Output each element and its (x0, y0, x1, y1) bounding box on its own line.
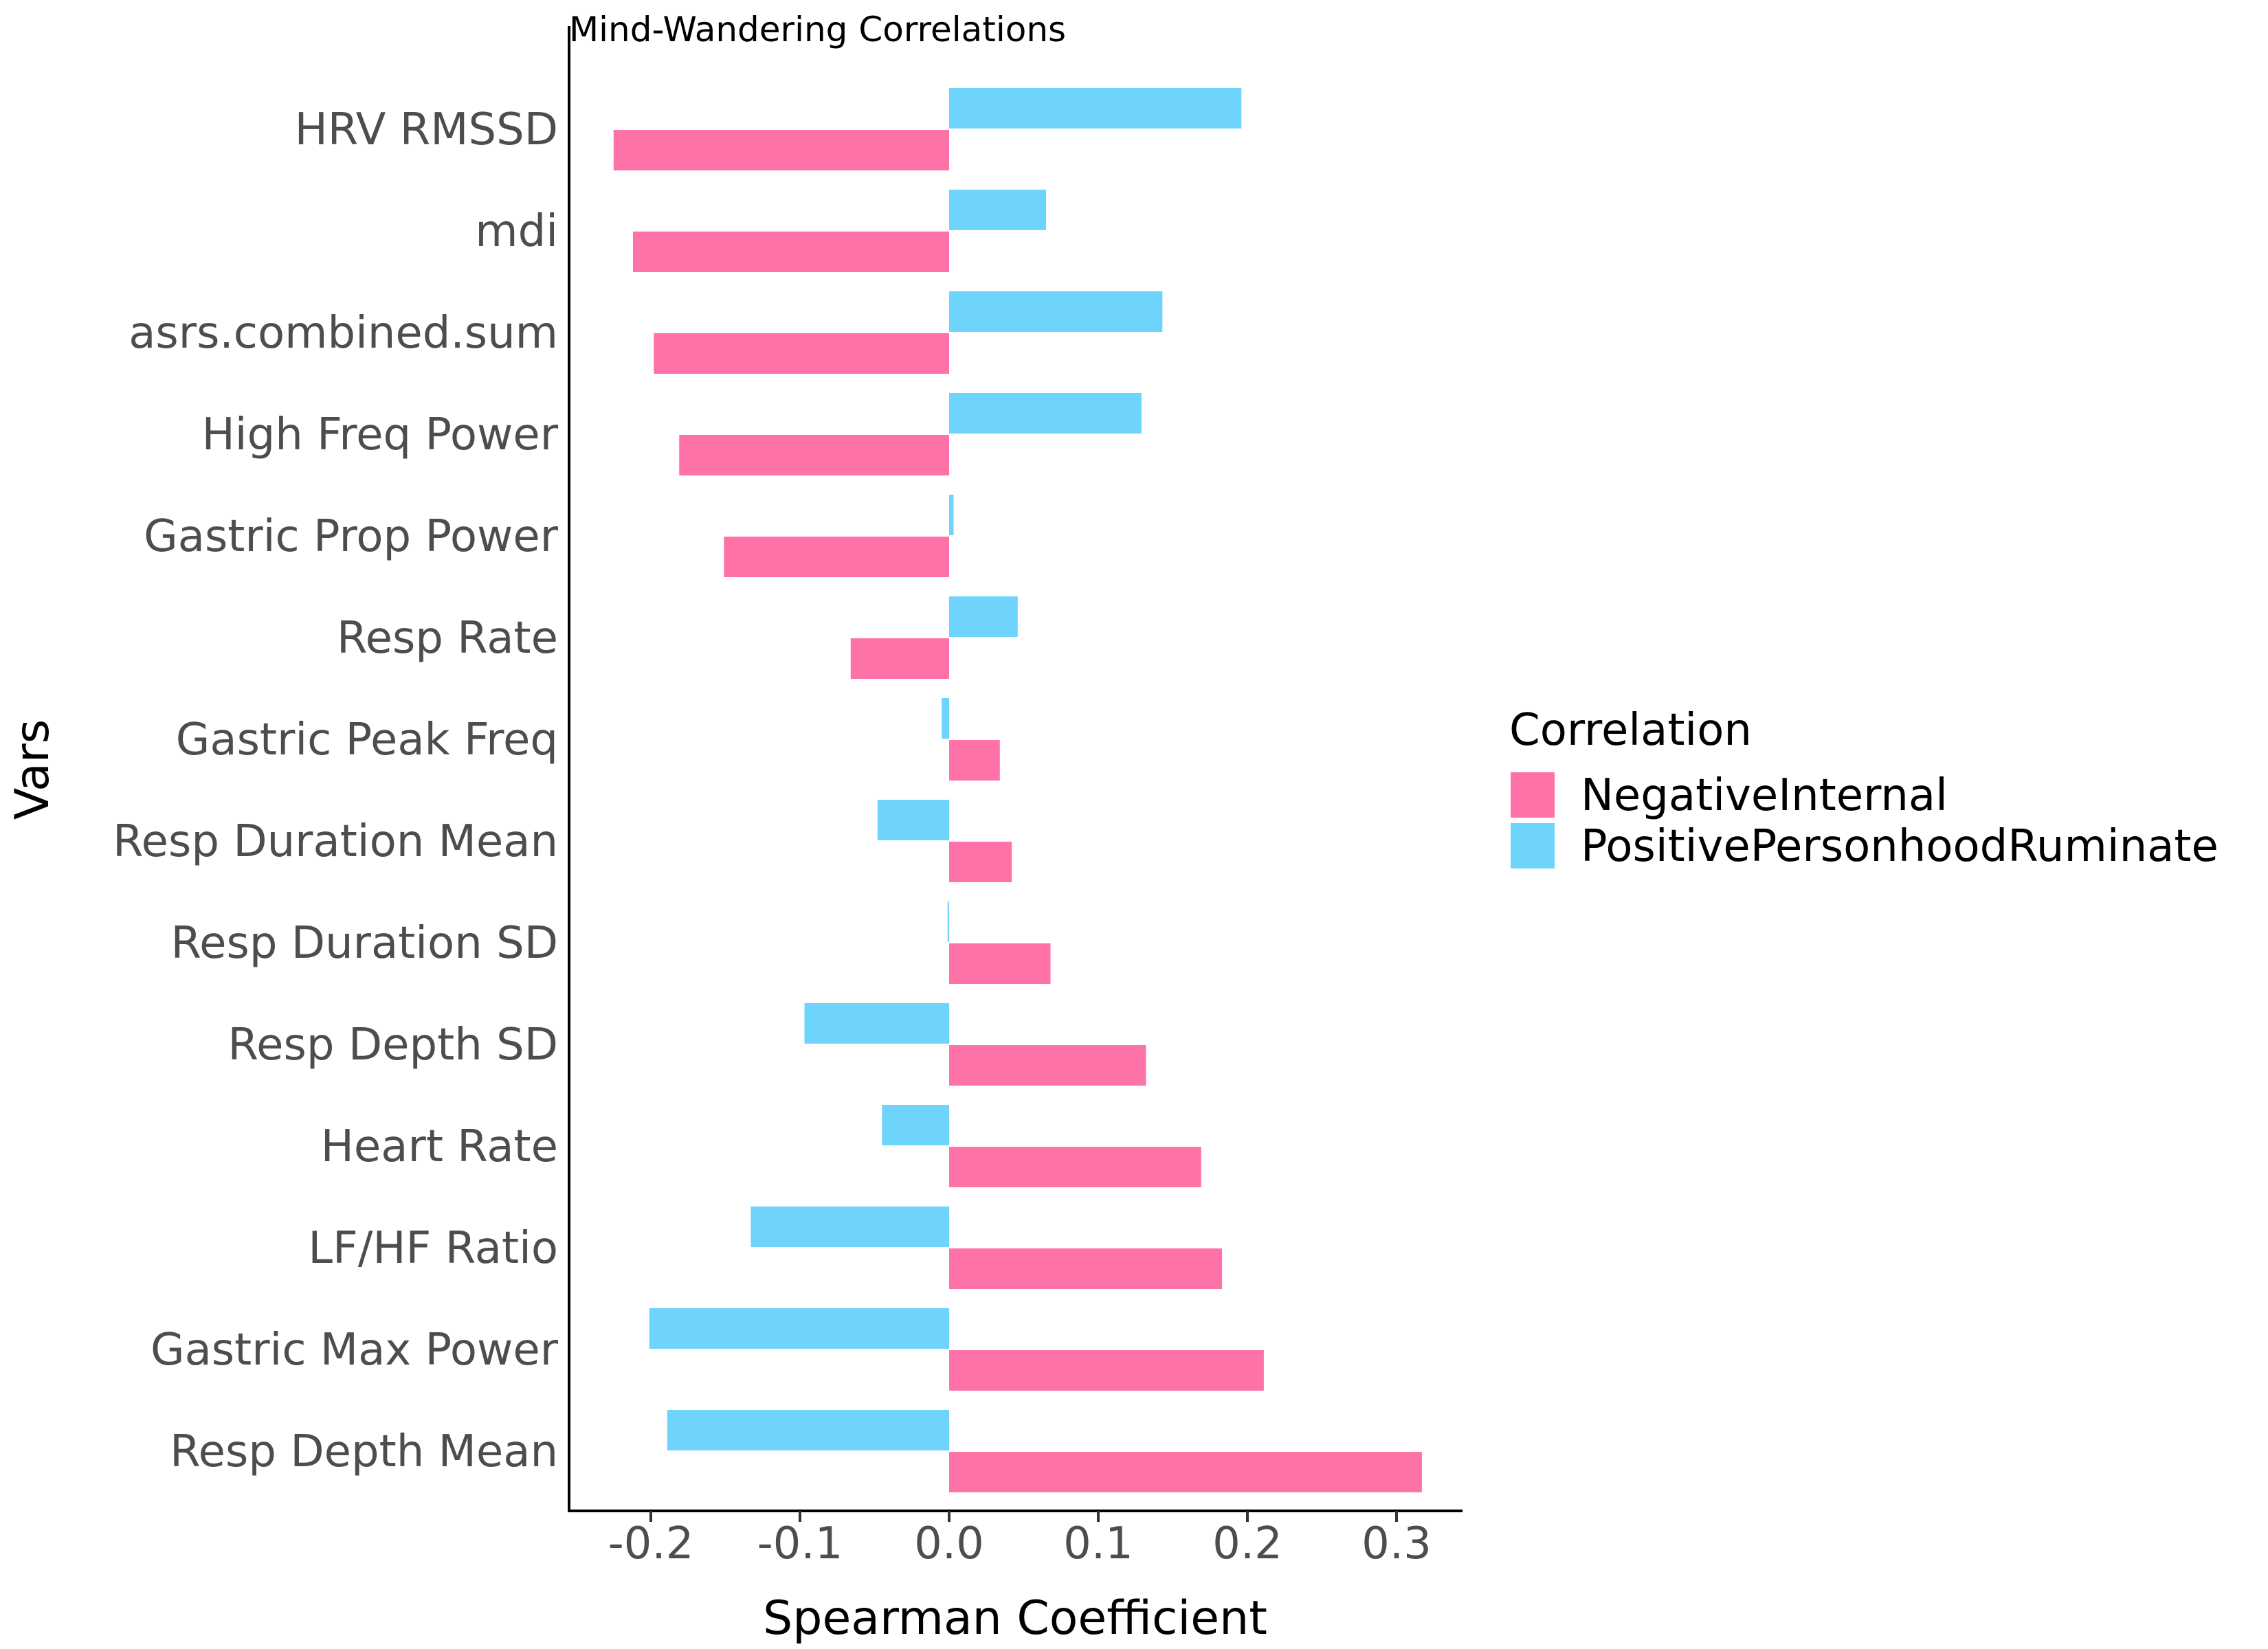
bar-PositivePersonhoodRuminate-1 (949, 190, 1047, 230)
x-tick-label-4: 0.2 (1212, 1518, 1282, 1569)
bar-NegativeInternal-7 (949, 842, 1012, 882)
bar-NegativeInternal-10 (949, 1147, 1201, 1187)
category-label-13: Resp Depth Mean (170, 1426, 558, 1477)
x-tick-label-2: 0.0 (914, 1518, 984, 1569)
bar-NegativeInternal-13 (949, 1452, 1422, 1492)
category-label-4: Gastric Prop Power (144, 511, 559, 562)
bar-PositivePersonhoodRuminate-11 (751, 1207, 949, 1247)
legend-swatch-0 (1511, 772, 1555, 818)
bar-NegativeInternal-2 (654, 333, 949, 374)
legend-swatch-1 (1511, 823, 1555, 868)
category-label-12: Gastric Max Power (151, 1325, 559, 1376)
category-label-10: Heart Rate (321, 1121, 558, 1172)
bar-NegativeInternal-11 (949, 1248, 1223, 1289)
bars-layer (613, 88, 1422, 1492)
category-label-7: Resp Duration Mean (113, 816, 558, 867)
bar-NegativeInternal-1 (632, 232, 949, 272)
x-tick-label-0: -0.2 (608, 1518, 694, 1569)
bar-NegativeInternal-0 (613, 130, 949, 170)
category-label-1: mdi (475, 206, 558, 257)
bar-PositivePersonhoodRuminate-13 (667, 1410, 949, 1450)
bar-PositivePersonhoodRuminate-8 (947, 901, 949, 942)
bar-PositivePersonhoodRuminate-9 (804, 1003, 949, 1044)
bar-PositivePersonhoodRuminate-0 (949, 88, 1242, 128)
bar-NegativeInternal-5 (850, 638, 949, 679)
category-label-0: HRV RMSSD (295, 104, 558, 155)
category-label-2: asrs.combined.sum (129, 308, 558, 359)
bar-PositivePersonhoodRuminate-4 (949, 495, 954, 535)
bar-PositivePersonhoodRuminate-3 (949, 393, 1142, 434)
x-ticks: -0.2 -0.1 0.0 0.1 0.2 0.3 (608, 1511, 1432, 1569)
category-label-6: Gastric Peak Freq (176, 715, 558, 765)
y-axis-title: Vars (5, 719, 60, 820)
category-label-11: LF/HF Ratio (308, 1223, 558, 1274)
bar-NegativeInternal-3 (679, 435, 949, 475)
bar-NegativeInternal-8 (949, 943, 1051, 984)
x-tick-label-5: 0.3 (1361, 1518, 1432, 1569)
chart-title: Mind-Wandering Correlations (569, 10, 1066, 49)
bar-NegativeInternal-9 (949, 1045, 1146, 1086)
x-tick-label-1: -0.1 (757, 1518, 843, 1569)
legend-label-1: PositivePersonhoodRuminate (1581, 821, 2219, 872)
x-tick-label-3: 0.1 (1063, 1518, 1133, 1569)
legend-label-0: NegativeInternal (1581, 770, 1948, 821)
category-label-5: Resp Rate (337, 613, 558, 664)
bar-NegativeInternal-12 (949, 1350, 1264, 1391)
legend-title: Correlation (1509, 705, 1752, 756)
category-labels: HRV RMSSD mdi asrs.combined.sum High Freq P… (113, 104, 559, 1477)
bar-PositivePersonhoodRuminate-6 (942, 698, 949, 739)
x-axis-title: Spearman Coefficient (763, 1591, 1267, 1646)
bar-NegativeInternal-6 (949, 740, 1000, 781)
bar-PositivePersonhoodRuminate-5 (949, 596, 1018, 637)
bar-PositivePersonhoodRuminate-7 (877, 800, 949, 840)
category-label-3: High Freq Power (202, 410, 559, 460)
bar-PositivePersonhoodRuminate-10 (882, 1105, 949, 1145)
legend: Correlation NegativeInternalPositivePers… (1509, 705, 2219, 872)
bar-NegativeInternal-4 (724, 537, 949, 577)
bar-PositivePersonhoodRuminate-2 (949, 291, 1163, 332)
category-label-8: Resp Duration SD (171, 918, 559, 969)
category-label-9: Resp Depth SD (228, 1020, 558, 1070)
bar-PositivePersonhoodRuminate-12 (649, 1308, 949, 1349)
